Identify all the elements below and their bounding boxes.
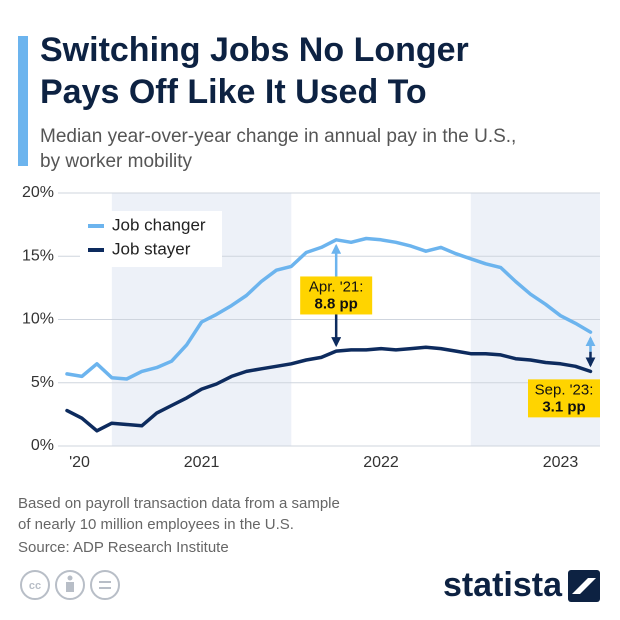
annotation-label: Sep. '23: (535, 381, 594, 398)
y-tick-label: 5% (31, 374, 54, 391)
x-tick-label: 2021 (184, 454, 220, 471)
x-tick-label: 2022 (363, 454, 399, 471)
annotation-box (528, 379, 600, 418)
footnote: Source: ADP Research Institute (18, 539, 229, 556)
chart-subtitle: by worker mobility (40, 151, 193, 172)
cc-icons: cc (20, 570, 120, 600)
annotation-box (300, 276, 373, 315)
legend-box (80, 211, 222, 267)
y-tick-label: 10% (22, 311, 54, 328)
annotation-value: 3.1 pp (542, 398, 585, 415)
y-tick-label: 20% (22, 184, 54, 201)
x-tick-label: 2023 (543, 454, 579, 471)
chart-title: Switching Jobs No Longer (40, 31, 469, 69)
series-line (65, 345, 593, 433)
footnote: of nearly 10 million employees in the U.… (18, 516, 294, 533)
annotation-value: 8.8 pp (314, 295, 357, 312)
series-line (65, 236, 593, 381)
annotation-label: Apr. '21: (309, 278, 364, 295)
brand: statista (443, 566, 563, 604)
svg-text:cc: cc (29, 580, 41, 592)
legend-label: Job changer (112, 215, 206, 234)
chart-subtitle: Median year-over-year change in annual p… (40, 126, 516, 147)
x-tick-label: '20 (69, 454, 90, 471)
brand-icon (568, 570, 600, 602)
title-accent (18, 36, 28, 166)
chart-title: Pays Off Like It Used To (40, 73, 427, 111)
y-tick-label: 0% (31, 437, 54, 454)
y-tick-label: 15% (22, 247, 54, 264)
legend-label: Job stayer (112, 239, 191, 258)
footnote: Based on payroll transaction data from a… (18, 495, 340, 512)
